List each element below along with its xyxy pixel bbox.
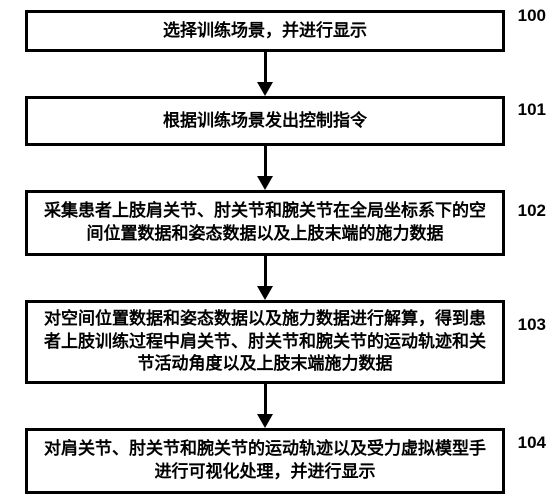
arrow-head-icon <box>257 82 273 96</box>
flow-step-label: 102 <box>518 201 546 221</box>
arrow-shaft <box>264 146 267 176</box>
flow-step-text: 选择训练场景，并进行显示 <box>153 14 377 49</box>
arrow-shaft <box>264 52 267 82</box>
arrow-head-icon <box>257 414 273 428</box>
arrow-shaft <box>264 384 267 414</box>
flow-step-text: 对空间位置数据和姿态数据以及施力数据进行解算，得到患者上肢训练过程中肩关节、肘关… <box>28 302 502 383</box>
flowchart-container: 选择训练场景，并进行显示根据训练场景发出控制指令采集患者上肢肩关节、肘关节和腕关… <box>25 10 505 494</box>
flow-step-label: 100 <box>518 6 546 26</box>
flow-step-label: 101 <box>518 100 546 120</box>
flow-step-label: 103 <box>518 315 546 335</box>
flow-step-2: 采集患者上肢肩关节、肘关节和腕关节在全局坐标系下的空间位置数据和姿态数据以及上肢… <box>25 190 505 256</box>
arrow-head-icon <box>257 176 273 190</box>
flow-step-0: 选择训练场景，并进行显示 <box>25 10 505 52</box>
flow-step-3: 对空间位置数据和姿态数据以及施力数据进行解算，得到患者上肢训练过程中肩关节、肘关… <box>25 300 505 384</box>
flow-step-4: 对肩关节、肘关节和腕关节的运动轨迹以及受力虚拟模型手进行可视化处理，并进行显示 <box>25 428 505 494</box>
flow-step-label: 104 <box>518 433 546 453</box>
flow-step-1: 根据训练场景发出控制指令 <box>25 96 505 146</box>
flow-step-text: 采集患者上肢肩关节、肘关节和腕关节在全局坐标系下的空间位置数据和姿态数据以及上肢… <box>28 194 502 252</box>
arrow-head-icon <box>257 286 273 300</box>
flow-step-text: 对肩关节、肘关节和腕关节的运动轨迹以及受力虚拟模型手进行可视化处理，并进行显示 <box>28 432 502 490</box>
arrow-shaft <box>264 256 267 286</box>
flow-step-text: 根据训练场景发出控制指令 <box>153 104 377 139</box>
